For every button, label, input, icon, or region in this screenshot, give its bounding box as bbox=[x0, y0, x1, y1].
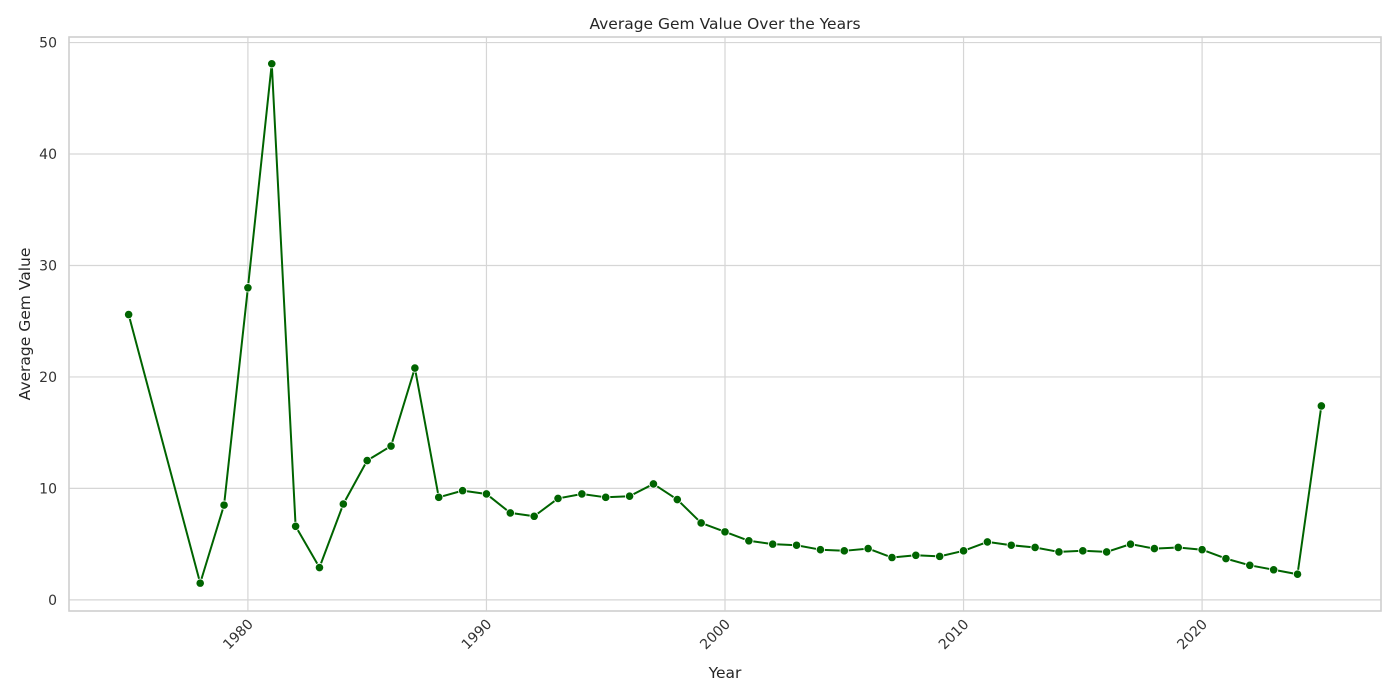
y-axis-ticks: 0 10 20 30 40 50 bbox=[39, 36, 57, 609]
x-tick-label: 1990 bbox=[459, 617, 496, 654]
data-point bbox=[839, 546, 849, 556]
data-point bbox=[672, 494, 682, 505]
data-point bbox=[887, 552, 897, 563]
x-tick-label: 2010 bbox=[936, 617, 973, 654]
data-point bbox=[1316, 401, 1326, 411]
y-axis-title: Average Gem Value bbox=[16, 248, 34, 401]
data-point bbox=[195, 578, 205, 588]
data-point bbox=[481, 489, 492, 499]
data-point bbox=[267, 59, 277, 69]
data-point bbox=[958, 546, 969, 556]
series-average-gem-value bbox=[124, 59, 1326, 588]
y-tick-label: 0 bbox=[48, 593, 57, 609]
data-point bbox=[577, 489, 587, 499]
data-point bbox=[624, 491, 635, 501]
data-point bbox=[386, 441, 396, 451]
x-axis-title: Year bbox=[708, 664, 742, 682]
data-point bbox=[1030, 542, 1040, 553]
data-point bbox=[1269, 565, 1279, 575]
axes-frame bbox=[68, 36, 1382, 612]
data-point bbox=[434, 492, 444, 502]
data-point bbox=[529, 511, 539, 521]
data-point bbox=[768, 539, 778, 549]
y-tick-label: 10 bbox=[39, 481, 57, 497]
data-point bbox=[648, 479, 659, 489]
data-point bbox=[362, 455, 372, 466]
data-point bbox=[863, 543, 873, 554]
x-tick-label: 2000 bbox=[697, 617, 734, 654]
data-point bbox=[1125, 539, 1136, 549]
x-tick-label: 1980 bbox=[220, 617, 257, 654]
data-point bbox=[791, 540, 802, 550]
data-point bbox=[457, 486, 468, 496]
data-point bbox=[410, 363, 420, 373]
x-axis-ticks: 1980 1990 2000 2010 2020 bbox=[220, 617, 1211, 654]
data-point bbox=[601, 492, 611, 502]
y-tick-label: 30 bbox=[39, 258, 57, 274]
data-point bbox=[1221, 554, 1231, 564]
data-point bbox=[1006, 540, 1016, 550]
data-point bbox=[505, 508, 515, 518]
data-point bbox=[1173, 542, 1183, 553]
data-point bbox=[553, 493, 563, 504]
data-point bbox=[1197, 545, 1207, 555]
data-point bbox=[1078, 546, 1088, 556]
data-point bbox=[982, 537, 993, 547]
data-point bbox=[291, 521, 301, 531]
data-point bbox=[935, 551, 945, 561]
data-point bbox=[1292, 569, 1303, 579]
data-point bbox=[1245, 560, 1255, 570]
data-point bbox=[1102, 547, 1112, 557]
data-point bbox=[1054, 547, 1064, 557]
y-tick-label: 20 bbox=[39, 370, 57, 386]
data-point bbox=[1149, 543, 1159, 554]
chart-title: Average Gem Value Over the Years bbox=[589, 15, 860, 33]
data-point bbox=[696, 518, 706, 528]
x-tick-label: 2020 bbox=[1174, 617, 1211, 654]
data-point bbox=[124, 309, 134, 320]
data-point bbox=[314, 562, 325, 573]
y-tick-label: 40 bbox=[39, 147, 57, 163]
data-point bbox=[243, 283, 253, 293]
data-point bbox=[219, 500, 229, 510]
y-tick-label: 50 bbox=[39, 36, 57, 52]
data-point bbox=[338, 499, 348, 509]
data-point bbox=[744, 536, 754, 546]
data-point bbox=[815, 545, 826, 555]
data-point bbox=[911, 550, 921, 560]
data-point bbox=[720, 527, 730, 537]
